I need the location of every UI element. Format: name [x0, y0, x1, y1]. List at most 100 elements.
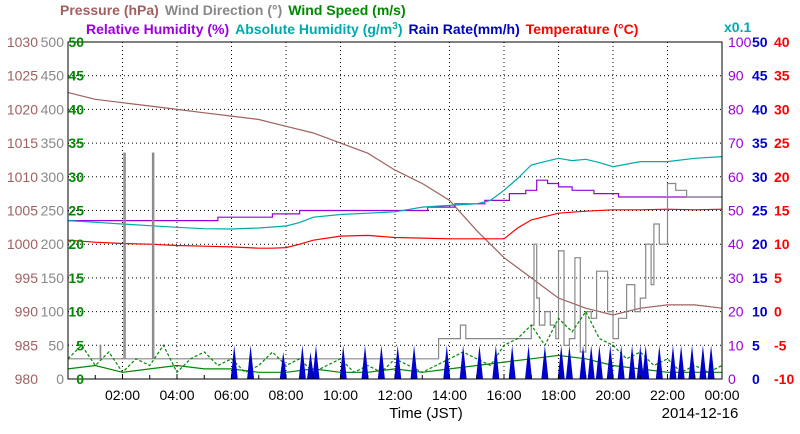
wind-speed-line [67, 310, 723, 374]
rain-rate-spike [394, 345, 402, 379]
rain-rate-spike [312, 345, 320, 379]
relative-humidity-tick-label: 40 [728, 236, 744, 252]
rain-rate-spike [688, 345, 696, 379]
rain-rate-tick-label: 5 [752, 337, 760, 353]
pressure-line [67, 92, 723, 316]
rain-rate-spike [579, 345, 587, 379]
legend-text: Temperature (°C) [526, 21, 639, 37]
legend-text: Pressure (hPa) [60, 2, 159, 18]
legend-text: Absolute Humidity (g/m [235, 21, 392, 37]
wind-direction-tick-label: 50 [48, 337, 64, 353]
wind-direction-tick-label: 0 [56, 371, 64, 387]
legend-text-close: ) [398, 21, 403, 37]
wind-speed-tick-label: 15 [68, 270, 84, 286]
wind-direction-tick-label: 300 [41, 169, 65, 185]
rain-rate-spike [699, 345, 707, 379]
relative-humidity-tick-label: 90 [728, 68, 744, 84]
wind-direction-line [68, 152, 722, 360]
rain-rate-tick-label: 0 [752, 371, 760, 387]
rain-rate-spike [247, 345, 255, 379]
x-tick-label: 10:00 [323, 387, 358, 403]
legend-text: Wind Direction (°) [165, 2, 282, 18]
wind-direction-tick-label: 450 [41, 68, 65, 84]
x-tick-label: 06:00 [214, 387, 249, 403]
relative-humidity-tick-label: 60 [728, 169, 744, 185]
rain-rate-spike [655, 345, 663, 379]
rain-rate-tick-label: 35 [752, 135, 768, 151]
pressure-tick-label: 980 [15, 371, 39, 387]
temperature-tick-label: -5 [774, 337, 787, 353]
wind-speed-tick-label: 25 [68, 203, 84, 219]
relative-humidity-tick-label: 80 [728, 101, 744, 117]
rain-rate-spike [707, 345, 715, 379]
x-tick-label: 08:00 [268, 387, 303, 403]
axis-ticks: 9809859909951000100510101015102010251030… [7, 34, 795, 403]
rain-rate-spike [508, 345, 516, 379]
rain-rate-tick-label: 40 [752, 101, 768, 117]
rain-rate-spike [361, 345, 369, 379]
wind-speed-tick-label: 50 [68, 34, 84, 50]
temperature-tick-label: 15 [774, 203, 790, 219]
pressure-tick-label: 995 [15, 270, 39, 286]
legend-item: Rain Rate(mm/h) [409, 21, 520, 37]
x-tick-label: 22:00 [650, 387, 685, 403]
wind-direction-tick-label: 150 [41, 270, 65, 286]
rain-rate-spike [307, 352, 315, 379]
wind-speed-avg-line [67, 354, 722, 373]
rain-rate-spike [595, 345, 603, 379]
legend-superscript: 3 [392, 21, 398, 32]
wind-direction-tick-label: 400 [41, 101, 65, 117]
temperature-tick-label: 30 [774, 101, 790, 117]
wind-speed-tick-label: 30 [68, 169, 84, 185]
rain-rate-spike [459, 345, 467, 379]
wind-speed-tick-label: 0 [76, 371, 84, 387]
relative-humidity-tick-label: 0 [728, 371, 736, 387]
rain-rate-spike [642, 345, 650, 379]
legend-item: Wind Speed (m/s) [288, 2, 405, 18]
x-axis-label: Time (JST) [389, 405, 463, 422]
relative-humidity-tick-label: 70 [728, 135, 744, 151]
legend-item: Relative Humidity (%) [86, 21, 229, 37]
relative-humidity-tick-label: 10 [728, 337, 744, 353]
wind-speed-tick-label: 20 [68, 236, 84, 252]
wind-speed-tick-label: 10 [68, 304, 84, 320]
rain-rate-spike [230, 345, 238, 379]
x-tick-label: 16:00 [486, 387, 521, 403]
rain-rate-tick-label: 45 [752, 68, 768, 84]
rain-rate-spike [636, 345, 644, 379]
chart-date: 2014-12-16 [662, 405, 739, 422]
legend-item: Pressure (hPa) [60, 2, 159, 18]
series-layer [67, 92, 723, 379]
relative-humidity-tick-label: 30 [728, 270, 744, 286]
rain-rate-tick-label: 25 [752, 203, 768, 219]
x-tick-label: 04:00 [159, 387, 194, 403]
temperature-tick-label: 35 [774, 68, 790, 84]
rain-rate-spike [541, 345, 549, 379]
temperature-tick-label: -10 [774, 371, 794, 387]
rain-rate-spike [410, 345, 418, 379]
pressure-tick-label: 1030 [7, 34, 38, 50]
x-tick-label: 12:00 [377, 387, 412, 403]
rain-rate-spike [377, 345, 385, 379]
temperature-tick-label: 10 [774, 236, 790, 252]
temperature-tick-label: 0 [774, 304, 782, 320]
rain-rate-spike [525, 345, 533, 379]
legend: Pressure (hPa) Wind Direction (°) Wind Spe… [60, 2, 751, 37]
rain-rate-tick-label: 10 [752, 304, 768, 320]
rain-rate-spike [557, 345, 565, 379]
rain-rate-spike [669, 345, 677, 379]
rain-rate-spike [339, 345, 347, 379]
rain-rate-spike [587, 345, 595, 379]
relative-humidity-tick-label: 50 [728, 203, 744, 219]
legend-text: Relative Humidity (%) [86, 21, 229, 37]
relative-humidity-tick-label: 100 [728, 34, 752, 50]
wind-speed-tick-label: 35 [68, 135, 84, 151]
rain-rate-spike [677, 345, 685, 379]
pressure-tick-label: 1010 [7, 169, 38, 185]
wind-direction-tick-label: 500 [41, 34, 65, 50]
legend-item: Temperature (°C) [526, 21, 639, 37]
rain-rate-spike [628, 345, 636, 379]
wind-direction-tick-label: 100 [41, 304, 65, 320]
wind-direction-tick-label: 250 [41, 203, 65, 219]
